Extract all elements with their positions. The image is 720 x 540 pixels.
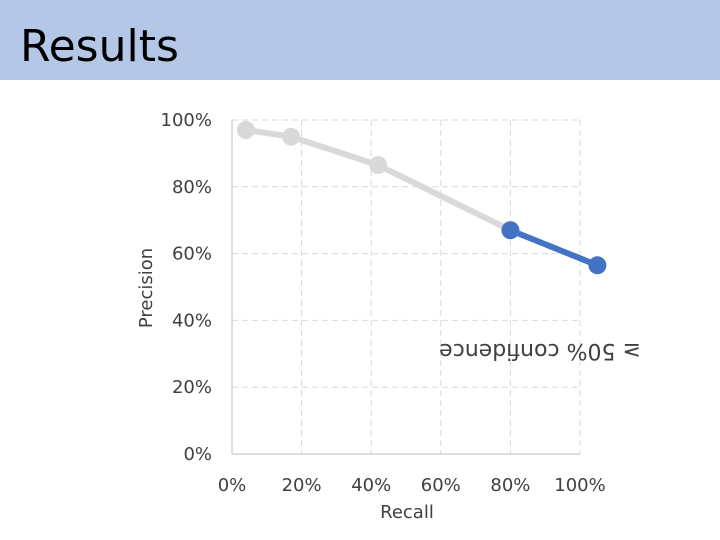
chart-grid	[231, 119, 581, 455]
series-line-0	[242, 127, 514, 234]
x-tick-label: 20%	[282, 475, 322, 496]
data-point	[369, 156, 388, 175]
data-point	[282, 127, 301, 146]
confidence-annotation: ≥ 50% confidence	[439, 338, 641, 363]
y-tick-label: 20%	[172, 377, 212, 398]
chart-series	[236, 121, 607, 275]
y-tick-label: 0%	[183, 444, 212, 465]
title-bar	[0, 0, 720, 80]
y-axis-label: Precision	[136, 248, 157, 328]
y-tick-label: 80%	[172, 177, 212, 198]
data-point	[501, 221, 520, 240]
x-tick-label: 100%	[554, 475, 605, 496]
y-tick-label: 40%	[172, 310, 212, 331]
x-tick-label: 40%	[351, 475, 391, 496]
data-point	[236, 121, 255, 140]
x-tick-label: 0%	[218, 475, 247, 496]
x-tick-label: 60%	[421, 475, 461, 496]
y-tick-label: 100%	[161, 110, 212, 131]
x-tick-label: 80%	[490, 475, 530, 496]
x-axis-label: Recall	[380, 502, 434, 523]
chart-ticks: 0% 20% 40% 60% 80% 100% 0% 20% 40% 60% 80% 100%	[161, 110, 606, 496]
y-tick-label: 60%	[172, 244, 212, 265]
slide-title: Results	[20, 21, 179, 72]
series-line-1	[507, 227, 601, 269]
data-point	[588, 256, 607, 275]
